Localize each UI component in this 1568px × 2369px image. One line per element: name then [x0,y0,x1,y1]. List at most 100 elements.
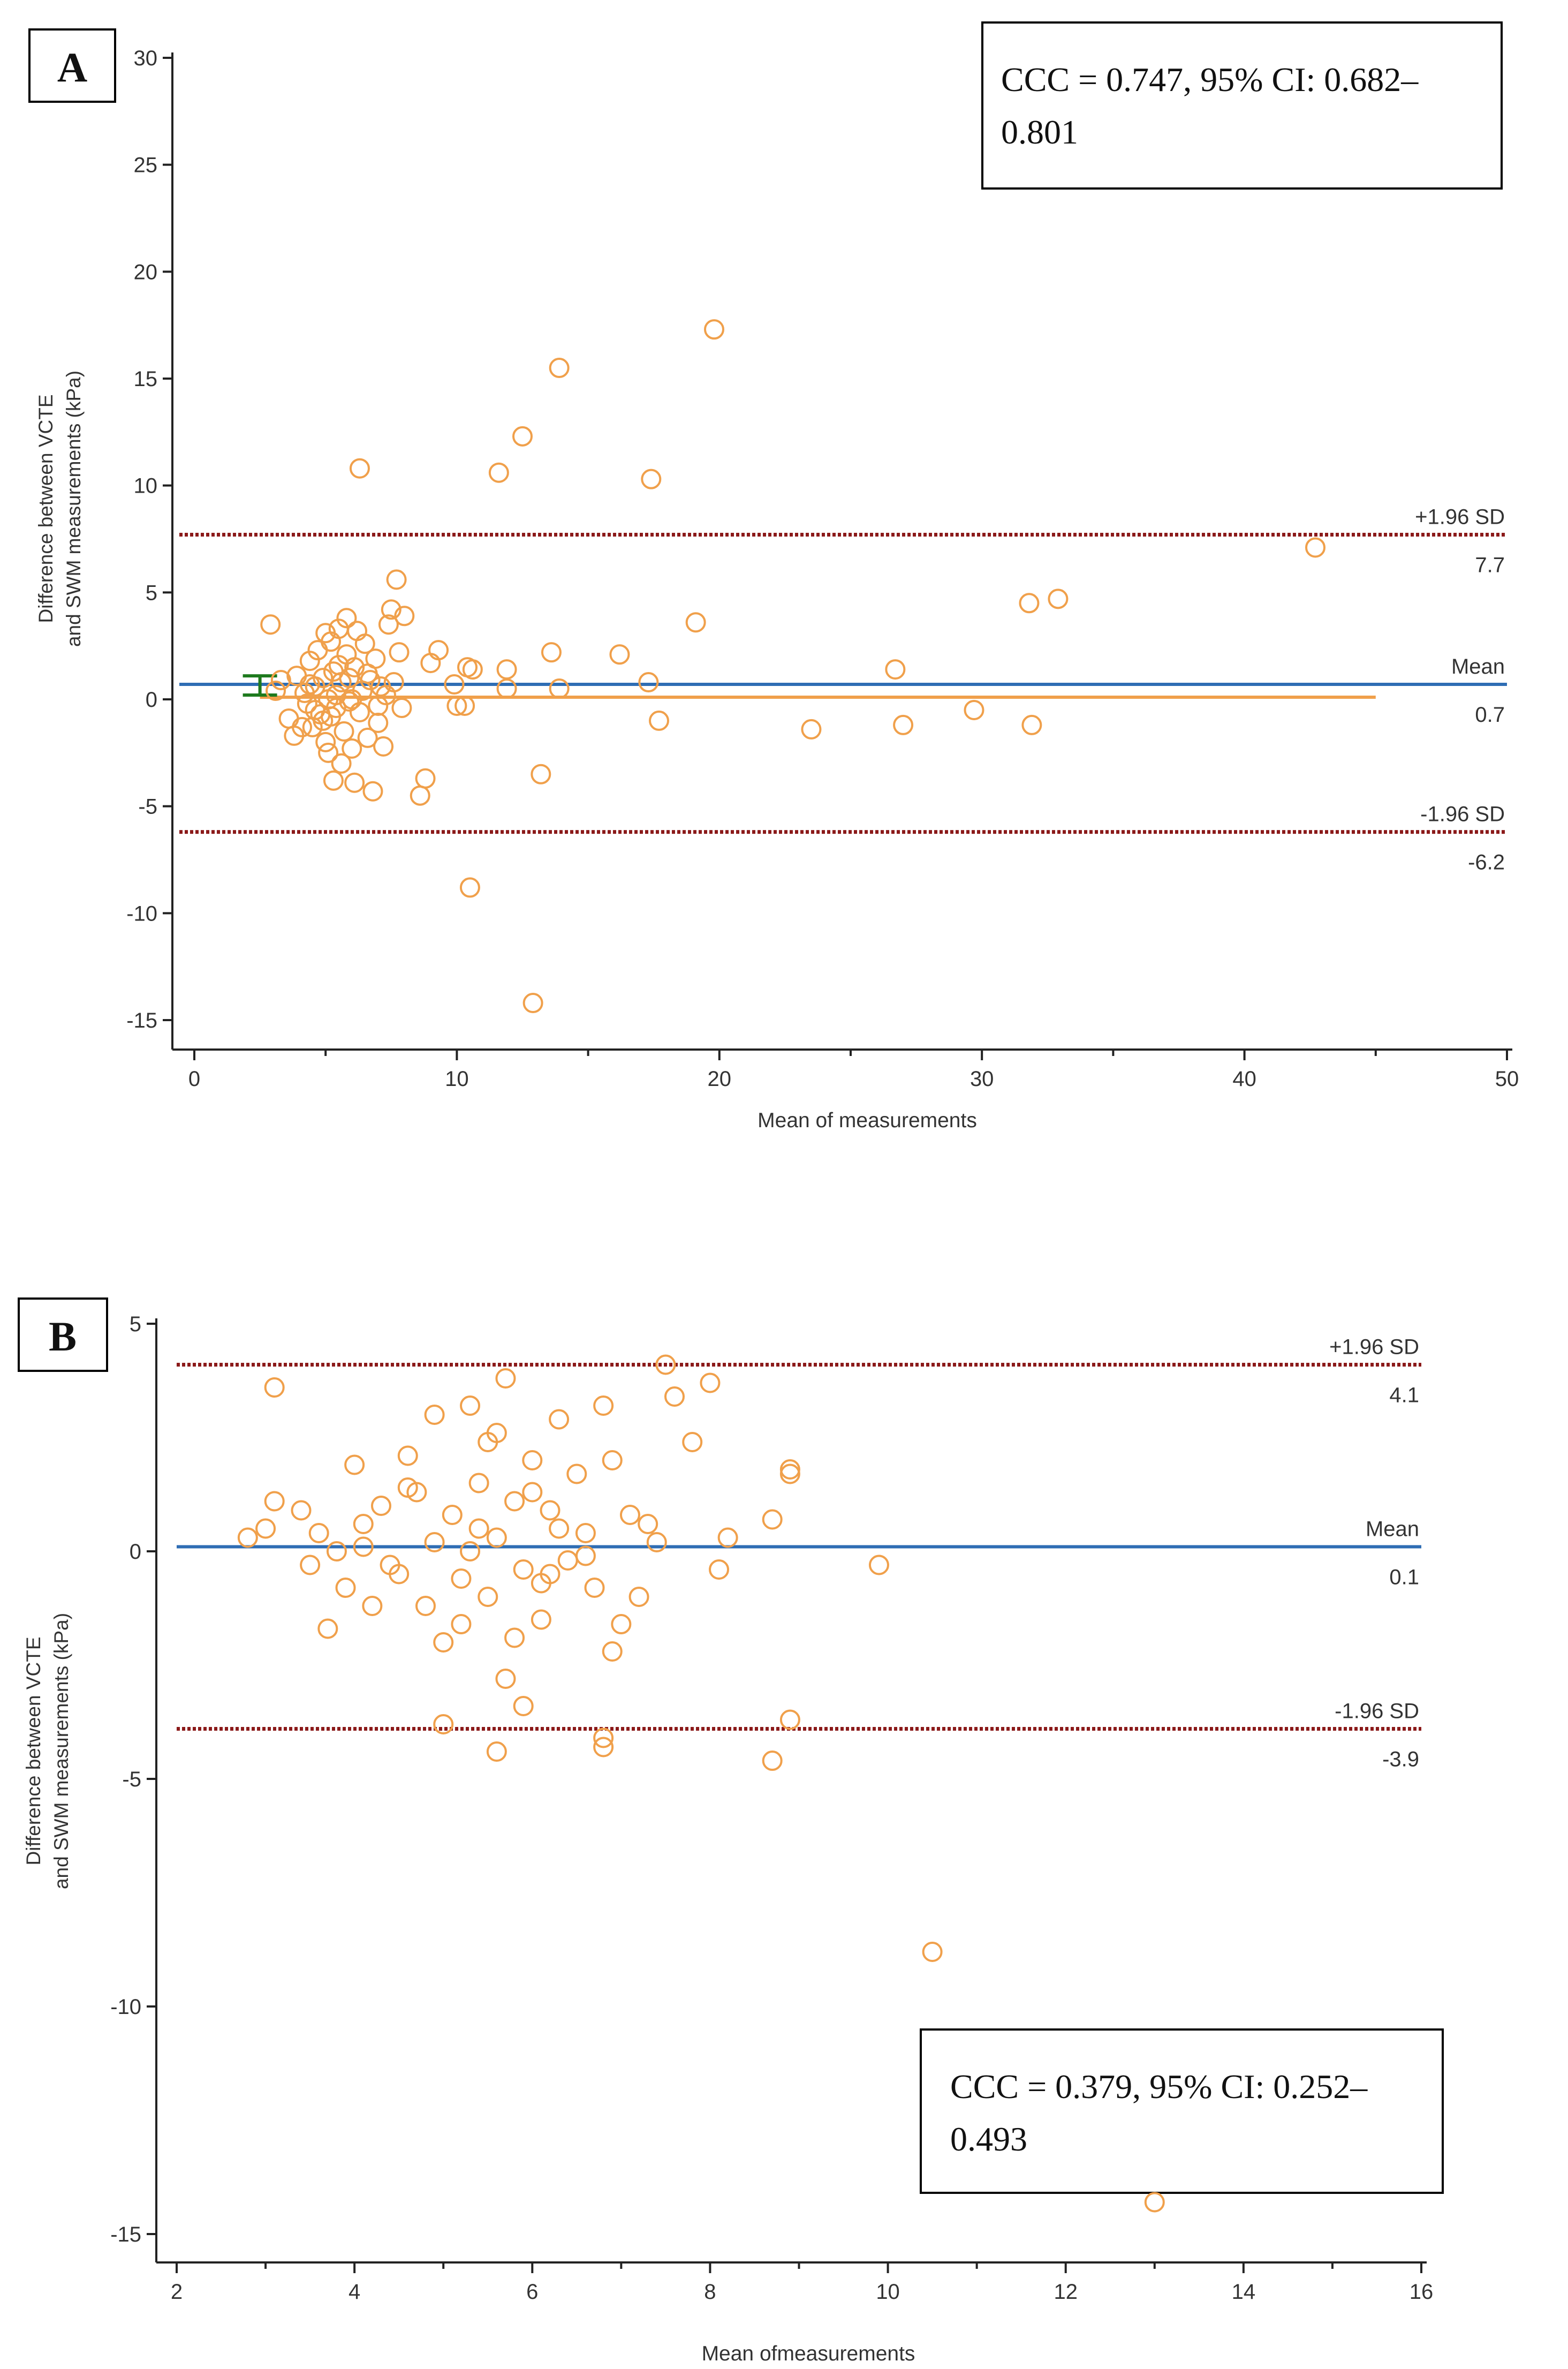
panel-a-x-tick-label: 30 [970,1067,994,1091]
panel-b-data-point [451,1568,472,1589]
panel-b-label: B [49,1313,77,1360]
panel-b-data-point [468,1518,489,1539]
panel-a-data-point [885,659,906,680]
panel-b-data-point [397,1477,418,1498]
panel-b-data-point [522,1482,543,1503]
panel-b-data-point [460,1395,481,1416]
panel-a-y-tick-label: -15 [126,1009,157,1032]
panel-a-data-point [541,642,562,663]
panel-b-data-point [922,1942,943,1962]
panel-a-data-point [381,599,402,620]
panel-a-y-tick-label: -5 [138,795,157,819]
panel-a-upper-loa-value: 7.7 [1475,554,1505,577]
panel-b-data-point [575,1523,596,1543]
panel-a: A CCC = 0.747, 95% CI: 0.682– 0.801 Diff… [28,21,1519,1132]
panel-b-data-point [442,1505,463,1525]
panel-a-data-point [357,663,378,684]
panel-a-data-point [344,772,365,793]
panel-b-upper-loa-label: +1.96 SD [1329,1336,1419,1359]
panel-a-data-point [373,736,394,757]
panel-b-x-tick-label: 14 [1232,2280,1256,2304]
panel-b-data-point [628,1587,649,1607]
panel-a-data-point [386,569,407,590]
panel-a-data-point [1019,593,1040,614]
panel-b-y-tick-label: -15 [110,2223,141,2246]
panel-b-y-tick-label: 0 [130,1540,141,1564]
panel-a-data-point [389,642,410,663]
panel-b-data-point [486,1527,507,1548]
panel-b-data-point [762,1751,783,1771]
panel-a-data-point [260,614,281,635]
panel-a-lower-loa-label: -1.96 SD [1420,803,1505,826]
panel-a-data-point [801,719,822,740]
panel-a-data-point [488,462,509,483]
panel-a-y-axis-label-line2: and SWM measurements (kPa) [63,371,85,647]
panel-b-data-point [495,1368,516,1389]
panel-a-data-point [459,877,480,898]
panel-b-x-tick-label: 8 [704,2280,716,2304]
panel-b-x-tick-label: 2 [171,2280,183,2304]
panel-a-data-point [1048,589,1069,609]
panel-b-annotation-line2: 0.493 [950,2120,1027,2158]
panel-a-data-point [455,695,475,716]
panel-a-y-tick-label: 25 [134,154,158,177]
panel-a-data-point [549,358,570,379]
panel-b: B CCC = 0.379, 95% CI: 0.252– 0.493 Diff… [18,1297,1444,2365]
panel-b-data-point [317,1618,338,1639]
panel-a-data-point [299,651,320,672]
panel-a-data-point [964,699,984,720]
panel-b-lower-loa-value: -3.9 [1382,1748,1419,1771]
panel-a-data-point [266,681,286,701]
panel-b-data-point [638,1514,658,1534]
panel-a-y-tick-label: 15 [134,367,158,391]
panel-a-x-tick-label: 0 [188,1067,200,1091]
panel-a-data-point [383,672,404,693]
panel-a-x-axis-label: Mean of measurements [758,1109,977,1132]
panel-b-data-point [682,1432,703,1452]
panel-a-data-point [368,695,389,716]
panel-b-data-point [584,1578,605,1598]
panel-b-data-point [370,1496,391,1516]
panel-a-data-point [328,655,349,676]
panel-b-mean-label: Mean [1366,1518,1419,1541]
panel-a-data-point [496,659,517,680]
panel-a-mean-value: 0.7 [1475,703,1505,727]
panel-b-data-point [540,1564,560,1585]
panel-b-data-point [460,1541,481,1561]
panel-a-data-point [354,633,375,654]
panel-b-data-point [335,1578,356,1598]
panel-a-data-point [444,674,465,695]
panel-b-data-point [424,1405,445,1425]
panel-a-data-point [378,614,399,635]
panel-a-plot-area: -15 -10 -5 0 5 10 15 20 25 30 0 10 20 30 40 50 +1.96 SD 7… [126,47,1519,1091]
panel-b-data-point [380,1555,400,1575]
panel-b-x-tick-label: 16 [1410,2280,1434,2304]
panel-b-data-point [566,1463,587,1484]
panel-b-data-point [513,1559,534,1580]
panel-a-data-point [549,678,570,699]
panel-b-y-axis-label-line1: Difference between VCTE [22,1636,44,1865]
panel-b-data-point [433,1714,454,1734]
panel-b-data-point [362,1596,383,1616]
panel-b-data-point [1144,2192,1165,2213]
panel-b-data-point [779,1709,800,1730]
panel-a-data-point [270,670,291,691]
panel-b-x-tick-label: 10 [876,2280,900,2304]
panel-a-data-point [344,657,365,678]
panel-b-y-tick-label: -5 [122,1768,141,1791]
panel-a-data-point [685,612,706,633]
panel-b-data-point [486,1423,507,1443]
panel-b-data-point [468,1473,489,1493]
panel-b-data-point [291,1500,312,1521]
panel-a-mean-label: Mean [1451,655,1505,678]
panel-b-data-point [762,1509,783,1530]
panel-a-data-point [315,731,336,752]
panel-b-data-point [264,1491,285,1512]
panel-b-y-axis-label-line2: and SWM measurements (kPa) [50,1613,72,1889]
panel-b-upper-loa-value: 4.1 [1389,1384,1419,1407]
panel-a-data-point [357,727,378,748]
panel-b-data-point [237,1527,258,1548]
panel-a-label: A [57,44,87,90]
panel-b-data-point [397,1445,418,1466]
panel-b-data-point [779,1459,800,1480]
